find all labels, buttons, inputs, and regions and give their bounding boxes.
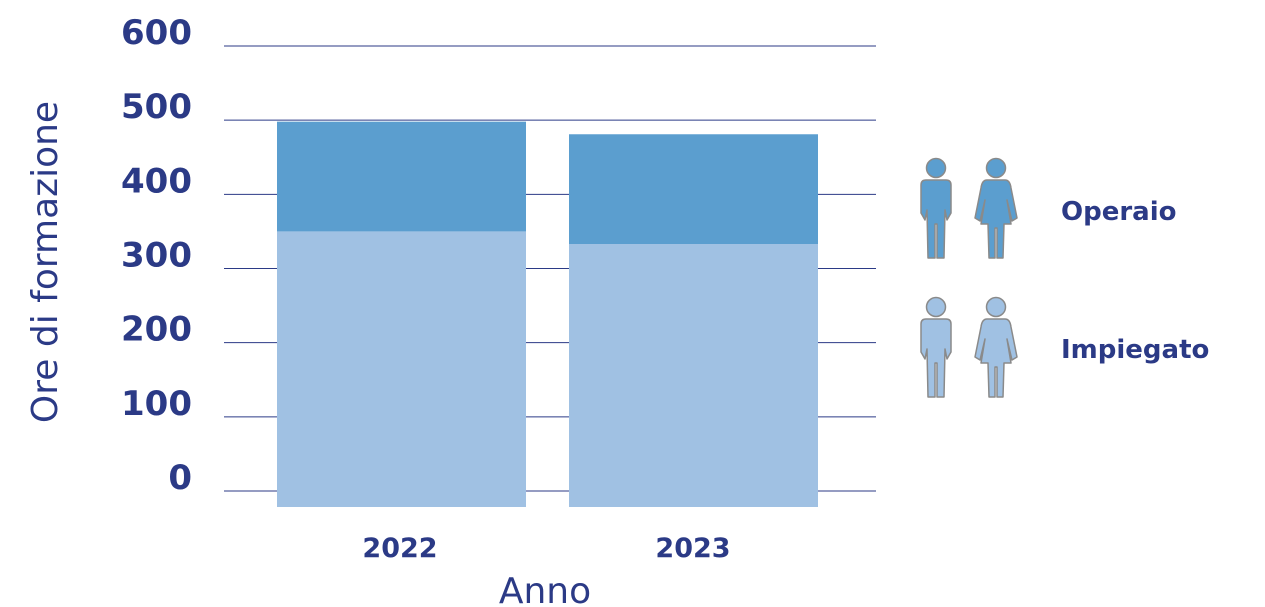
legend-item-operaio: Operaio: [920, 157, 1177, 259]
y-tick-label: 300: [121, 236, 192, 276]
x-axis-ticks: 2022 2023: [362, 533, 730, 564]
person-pair-icon: [920, 157, 1018, 259]
person-pair-icon: [920, 296, 1018, 398]
legend-item-impiegato: Impiegato: [920, 296, 1209, 398]
x-tick-label: 2023: [655, 533, 730, 564]
legend-label: Operaio: [1061, 197, 1177, 227]
x-tick-label: 2022: [362, 533, 437, 564]
legend: Operaio Impiegato: [920, 157, 1209, 398]
y-axis-title: Ore di formazione: [25, 101, 66, 423]
y-tick-label: 500: [121, 87, 192, 127]
bar-operaio-2022: [277, 121, 526, 232]
x-axis-title: Anno: [499, 571, 591, 607]
y-tick-label: 100: [121, 384, 192, 424]
y-tick-label: 600: [121, 13, 192, 53]
y-tick-label: 400: [121, 161, 192, 201]
bar-impiegato-2023: [569, 244, 818, 507]
bar-impiegato-2022: [277, 231, 526, 507]
legend-label: Impiegato: [1061, 335, 1209, 365]
y-tick-label: 200: [121, 310, 192, 350]
bar-operaio-2023: [569, 134, 818, 245]
y-tick-label: 0: [168, 458, 192, 498]
y-axis-ticks: 0 100 200 300 400 500 600: [121, 13, 192, 498]
bars: [277, 121, 818, 507]
